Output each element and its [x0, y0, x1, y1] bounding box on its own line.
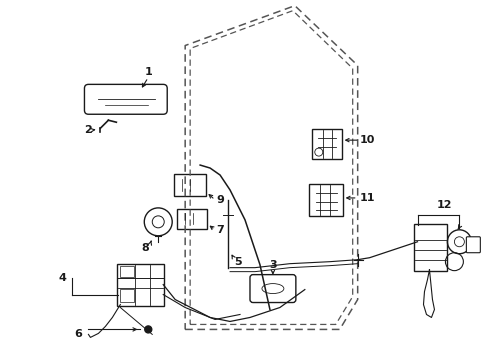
Text: 12: 12: [436, 200, 451, 210]
Text: 8: 8: [141, 243, 149, 253]
Text: 5: 5: [234, 257, 242, 267]
Text: 1: 1: [144, 67, 152, 77]
FancyBboxPatch shape: [308, 184, 342, 216]
FancyBboxPatch shape: [120, 266, 134, 277]
Text: 11: 11: [359, 193, 375, 203]
Text: 3: 3: [268, 260, 276, 270]
FancyBboxPatch shape: [249, 275, 295, 302]
Text: 2: 2: [84, 125, 92, 135]
FancyBboxPatch shape: [177, 209, 207, 229]
Text: 10: 10: [359, 135, 375, 145]
Text: 4: 4: [59, 273, 66, 283]
FancyBboxPatch shape: [174, 174, 205, 196]
FancyBboxPatch shape: [84, 84, 167, 114]
Text: 9: 9: [216, 195, 224, 205]
FancyBboxPatch shape: [311, 129, 341, 159]
Circle shape: [144, 326, 151, 333]
FancyBboxPatch shape: [117, 264, 164, 306]
FancyBboxPatch shape: [413, 224, 447, 271]
Text: 6: 6: [74, 329, 82, 339]
Text: 7: 7: [216, 225, 224, 235]
FancyBboxPatch shape: [120, 289, 134, 302]
FancyBboxPatch shape: [466, 237, 479, 253]
